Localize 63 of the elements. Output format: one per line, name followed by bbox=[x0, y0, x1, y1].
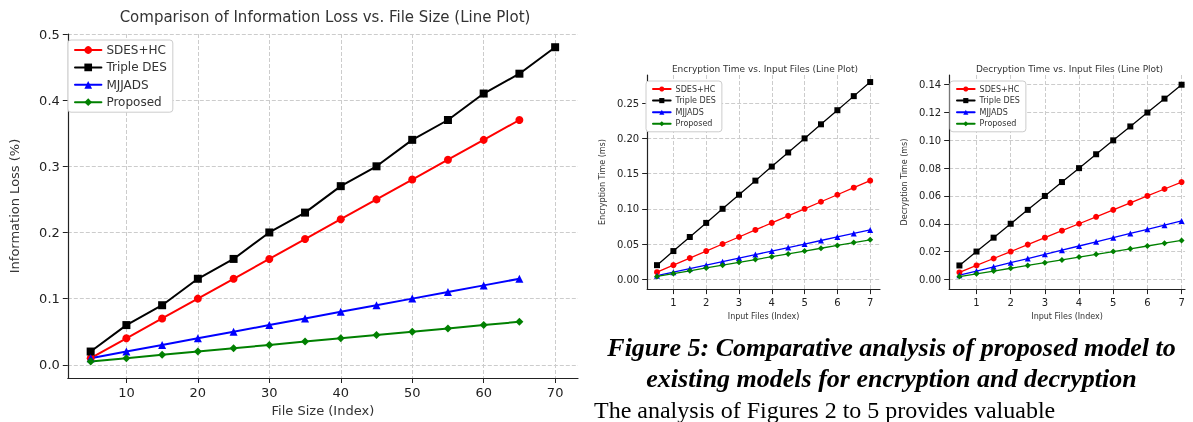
y-tick-label: 0.20 bbox=[616, 132, 640, 144]
legend-label: Triple DES bbox=[105, 60, 167, 75]
x-tick-label: 2 bbox=[703, 296, 710, 308]
x-axis-title: Input Files (Index) bbox=[1031, 311, 1103, 321]
y-tick-label: 0.00 bbox=[616, 273, 640, 285]
y-tick-label: 0.05 bbox=[616, 238, 640, 250]
legend-label: Triple DES bbox=[978, 96, 1020, 106]
x-tick-label: 4 bbox=[768, 296, 775, 308]
y-tick-label: 0.0 bbox=[39, 357, 60, 373]
x-tick-label: 50 bbox=[403, 385, 421, 400]
chart-title: Encryption Time vs. Input Files (Line Plot) bbox=[671, 63, 859, 74]
y-axis-title: Decryption Time (ms) bbox=[899, 138, 909, 226]
legend-label: Proposed bbox=[979, 119, 1017, 129]
x-tick-label: 6 bbox=[1144, 296, 1151, 308]
legend-label: SDES+HC bbox=[106, 43, 166, 57]
y-tick-label: 0.10 bbox=[918, 134, 942, 146]
y-tick-label: 0.14 bbox=[918, 79, 942, 91]
y-tick-label: 0.12 bbox=[918, 107, 942, 119]
x-tick-label: 6 bbox=[834, 296, 841, 308]
legend-label: Triple DES bbox=[674, 96, 716, 106]
x-tick-label: 7 bbox=[866, 296, 874, 308]
y-tick-label: 0.25 bbox=[616, 97, 640, 109]
legend-label: MJJADS bbox=[979, 107, 1008, 117]
legend-label: Proposed bbox=[106, 95, 162, 110]
y-axis-title: Encryption Time (ms) bbox=[597, 139, 607, 225]
caption: Figure 5: Comparative analysis of proposed model to existing models for encryption and decryption bbox=[606, 332, 1177, 394]
y-tick-label: 0.2 bbox=[39, 224, 60, 240]
legend-label: MJJADS bbox=[106, 77, 149, 92]
x-tick-label: 10 bbox=[118, 385, 135, 400]
y-tick-label: 0.3 bbox=[39, 158, 60, 174]
x-tick-label: 3 bbox=[735, 296, 743, 308]
y-tick-label: 0.4 bbox=[39, 92, 60, 108]
x-tick-label: 2 bbox=[1007, 296, 1014, 308]
y-tick-label: 0.02 bbox=[918, 246, 942, 258]
x-tick-label: 70 bbox=[546, 385, 564, 400]
legend-label: SDES+HC bbox=[979, 84, 1020, 94]
x-tick-label: 5 bbox=[801, 296, 808, 308]
y-tick-label: 0.04 bbox=[918, 218, 942, 230]
x-tick-label: 30 bbox=[261, 385, 278, 400]
y-tick-label: 0.15 bbox=[616, 168, 640, 180]
x-tick-label: 4 bbox=[1075, 296, 1083, 308]
legend-label: Proposed bbox=[675, 119, 713, 129]
y-axis-title: Information Loss (%) bbox=[7, 138, 22, 274]
x-axis-title: File Size (Index) bbox=[271, 402, 375, 418]
x-tick-label: 20 bbox=[189, 385, 207, 400]
x-tick-label: 40 bbox=[332, 385, 350, 400]
y-tick-label: 0.00 bbox=[918, 273, 942, 285]
x-tick-label: 5 bbox=[1110, 296, 1117, 308]
legend-label: MJJADS bbox=[675, 107, 704, 117]
x-tick-label: 7 bbox=[1178, 296, 1185, 308]
legend-label: SDES+HC bbox=[675, 84, 716, 94]
y-tick-label: 0.1 bbox=[39, 291, 60, 307]
x-tick-label: 60 bbox=[475, 385, 492, 400]
x-tick-label: 3 bbox=[1041, 296, 1049, 308]
chart-title: Decryption Time vs. Input Files (Line Plot) bbox=[975, 63, 1164, 74]
chart-title: Comparison of Information Loss vs. File Size (Line Plot) bbox=[119, 7, 531, 26]
x-axis-title: Input Files (Index) bbox=[727, 311, 800, 321]
y-tick-label: 0.10 bbox=[616, 203, 640, 215]
y-tick-label: 0.5 bbox=[39, 26, 60, 42]
x-tick-label: 1 bbox=[670, 296, 677, 308]
y-tick-label: 0.06 bbox=[918, 190, 942, 202]
y-tick-label: 0.08 bbox=[918, 162, 942, 174]
x-tick-label: 1 bbox=[973, 296, 980, 308]
